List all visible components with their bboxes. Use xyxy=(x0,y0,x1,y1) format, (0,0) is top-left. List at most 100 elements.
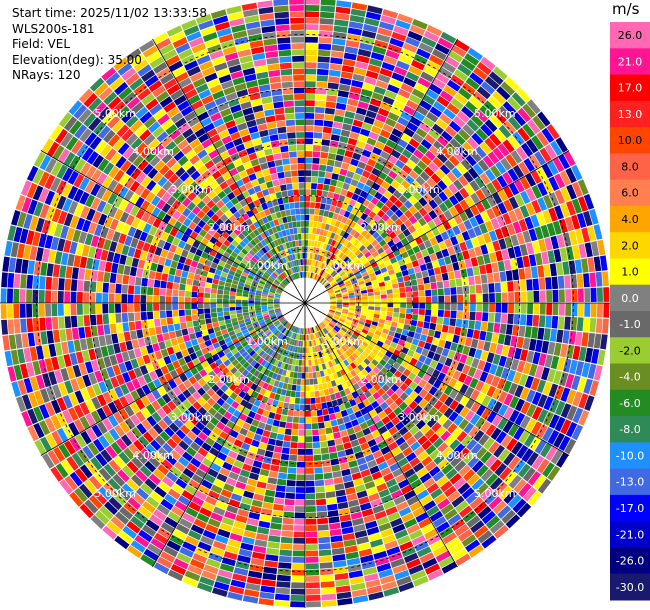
velocity-cell xyxy=(20,274,27,289)
velocity-cell xyxy=(400,334,408,342)
velocity-cell xyxy=(323,342,328,349)
velocity-cell xyxy=(470,150,482,163)
velocity-cell xyxy=(241,496,253,505)
velocity-cell xyxy=(327,153,336,160)
velocity-cell xyxy=(342,224,349,232)
velocity-cell xyxy=(342,305,349,308)
velocity-cell xyxy=(349,236,357,244)
velocity-cell xyxy=(343,210,351,218)
velocity-cell xyxy=(329,331,335,337)
velocity-cell xyxy=(368,532,382,542)
velocity-cell xyxy=(587,225,597,242)
velocity-cell xyxy=(432,353,441,362)
velocity-cell xyxy=(368,227,377,236)
velocity-cell xyxy=(440,480,453,493)
velocity-cell xyxy=(391,489,403,500)
velocity-cell xyxy=(2,335,10,351)
velocity-cell xyxy=(426,417,437,428)
velocity-cell xyxy=(448,206,459,217)
velocity-cell xyxy=(469,180,480,192)
velocity-cell xyxy=(319,562,333,569)
velocity-cell xyxy=(413,446,425,457)
velocity-cell xyxy=(424,563,441,575)
velocity-cell xyxy=(437,415,448,426)
velocity-cell xyxy=(433,267,441,275)
velocity-cell xyxy=(406,495,420,506)
velocity-cell xyxy=(391,321,398,328)
velocity-cell xyxy=(362,303,368,307)
velocity-cell xyxy=(436,475,449,488)
velocity-cell xyxy=(259,591,275,600)
velocity-cell xyxy=(435,362,444,372)
velocity-cell xyxy=(334,275,341,281)
velocity-cell xyxy=(334,109,346,117)
velocity-cell xyxy=(338,281,344,286)
velocity-cell xyxy=(318,49,331,57)
velocity-cell xyxy=(345,249,352,256)
velocity-cell xyxy=(305,195,311,202)
velocity-cell xyxy=(401,512,415,523)
velocity-cell xyxy=(486,352,495,363)
velocity-cell xyxy=(305,74,317,81)
velocity-cell xyxy=(320,581,335,588)
velocity-cell xyxy=(293,326,298,333)
velocity-cell xyxy=(337,501,349,510)
velocity-cell xyxy=(364,17,380,27)
velocity-cell xyxy=(244,457,254,466)
velocity-cell xyxy=(486,208,496,220)
velocity-cell xyxy=(455,500,469,513)
velocity-cell xyxy=(53,329,61,343)
velocity-cell xyxy=(311,176,318,183)
velocity-cell xyxy=(456,344,464,354)
velocity-cell xyxy=(571,288,578,302)
velocity-cell xyxy=(349,254,357,261)
velocity-cell xyxy=(398,88,411,99)
velocity-cell xyxy=(312,157,320,164)
velocity-cell xyxy=(287,473,296,480)
velocity-cell xyxy=(518,430,531,444)
velocity-cell xyxy=(449,138,462,150)
velocity-cell xyxy=(404,518,418,529)
velocity-cell xyxy=(320,574,335,582)
velocity-cell xyxy=(299,347,303,354)
velocity-cell xyxy=(465,356,474,366)
velocity-cell xyxy=(146,303,153,312)
velocity-cell xyxy=(426,335,434,344)
velocity-cell xyxy=(385,117,397,128)
velocity-cell xyxy=(508,116,522,131)
velocity-cell xyxy=(204,303,210,309)
velocity-cell xyxy=(315,352,320,359)
velocity-cell xyxy=(377,107,390,117)
velocity-cell xyxy=(297,334,300,340)
velocity-cell xyxy=(475,284,482,294)
velocity-cell xyxy=(490,165,502,178)
velocity-cell xyxy=(371,429,381,439)
velocity-cell xyxy=(334,265,341,272)
velocity-cell xyxy=(375,556,390,566)
velocity-cell xyxy=(317,324,322,330)
velocity-cell xyxy=(453,415,464,426)
velocity-cell xyxy=(254,487,266,496)
velocity-cell xyxy=(134,303,140,312)
velocity-cell xyxy=(440,430,451,442)
velocity-cell xyxy=(520,190,531,204)
velocity-cell xyxy=(348,312,355,316)
velocity-cell xyxy=(550,355,560,370)
velocity-cell xyxy=(318,428,326,435)
velocity-cell xyxy=(408,215,418,225)
velocity-cell xyxy=(392,100,405,111)
velocity-cell xyxy=(312,326,317,333)
velocity-cell xyxy=(509,396,520,409)
velocity-cell xyxy=(338,376,346,384)
velocity-cell xyxy=(415,251,423,260)
velocity-cell xyxy=(536,212,546,226)
velocity-cell xyxy=(452,370,462,380)
velocity-cell xyxy=(361,221,369,229)
velocity-cell xyxy=(319,555,333,563)
velocity-cell xyxy=(326,368,333,375)
velocity-cell xyxy=(538,277,546,290)
velocity-cell xyxy=(361,306,368,310)
velocity-cell xyxy=(434,43,450,55)
velocity-cell xyxy=(367,331,375,338)
velocity-cell xyxy=(374,299,381,303)
